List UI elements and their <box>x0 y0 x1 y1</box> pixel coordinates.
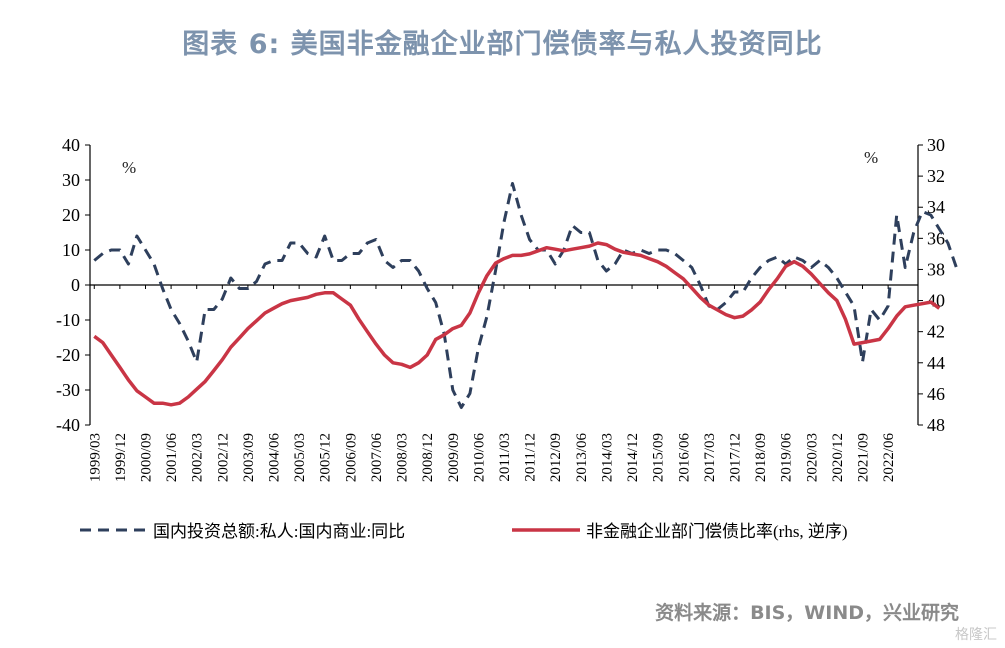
right-tick-label: 48 <box>927 415 945 435</box>
right-tick-label: 44 <box>927 353 945 373</box>
chart-title: 图表 6: 美国非金融企业部门偿债率与私人投资同比 <box>182 29 823 60</box>
x-tick-label: 2013/06 <box>574 433 590 483</box>
legend: 国内投资总额:私人:国内商业:同比 非金融企业部门偿债比率(rhs, 逆序) <box>80 522 848 541</box>
x-tick-label: 2006/09 <box>343 433 359 482</box>
left-tick-label: 10 <box>62 240 80 260</box>
x-tick-label: 2008/03 <box>395 433 411 482</box>
right-tick-label: 42 <box>927 322 945 342</box>
legend-label-debt-service-ratio: 非金融企业部门偿债比率(rhs, 逆序) <box>586 522 848 541</box>
watermark-logo: 格隆汇 <box>955 627 997 643</box>
x-tick-label: 2002/03 <box>190 433 206 482</box>
x-tick-label: 1999/03 <box>87 433 103 482</box>
x-tick-label: 2019/06 <box>779 433 795 483</box>
x-tick-label: 2005/03 <box>292 433 308 482</box>
x-tick-label: 2020/03 <box>804 433 820 482</box>
left-tick-label: 30 <box>62 170 80 190</box>
x-tick-label: 2008/12 <box>420 433 436 482</box>
x-tick-label: 2000/09 <box>138 433 154 482</box>
x-tick-label: 2016/06 <box>676 433 692 483</box>
x-tick-label: 2014/03 <box>599 433 615 482</box>
x-tick-label: 1999/12 <box>113 433 129 482</box>
left-tick-label: -40 <box>56 415 80 435</box>
x-tick-label: 2012/09 <box>548 433 564 482</box>
dual-axis-line-chart: 403020100-10-20-30-403032343638404244464… <box>56 135 958 541</box>
x-tick-label: 2007/06 <box>369 433 385 483</box>
series-private-investment-yoy-line <box>93 182 958 409</box>
x-tick-label: 2020/12 <box>830 433 846 482</box>
legend-label-private-investment: 国内投资总额:私人:国内商业:同比 <box>153 522 405 541</box>
series-lines <box>93 182 958 409</box>
x-tick-label: 2005/12 <box>318 433 334 482</box>
x-tick-label: 2001/06 <box>164 433 180 483</box>
x-tick-label: 2014/12 <box>625 433 641 482</box>
x-tick-label: 2004/06 <box>267 433 283 483</box>
left-tick-label: -20 <box>56 345 80 365</box>
x-tick-label: 2010/06 <box>471 433 487 483</box>
x-tick-label: 2017/12 <box>727 433 743 482</box>
right-unit-label: % <box>864 148 878 167</box>
left-tick-label: 40 <box>62 135 80 155</box>
x-tick-label: 2011/03 <box>497 433 513 482</box>
x-tick-label: 2011/12 <box>523 433 539 482</box>
x-tick-label: 2002/12 <box>215 433 231 482</box>
x-tick-label: 2009/09 <box>446 433 462 482</box>
x-tick-label: 2022/06 <box>881 433 897 483</box>
right-tick-label: 30 <box>927 135 945 155</box>
right-tick-label: 34 <box>927 197 945 217</box>
x-tick-label: 2017/03 <box>702 433 718 482</box>
source-note: 资料来源：BIS，WIND，兴业研究 <box>655 602 959 624</box>
left-tick-label: -30 <box>56 380 80 400</box>
left-unit-label: % <box>122 158 136 177</box>
left-tick-label: 0 <box>71 275 80 295</box>
x-tick-label: 2015/09 <box>651 433 667 482</box>
right-tick-label: 46 <box>927 384 945 404</box>
x-tick-label: 2003/09 <box>241 433 257 482</box>
axes: 403020100-10-20-30-403032343638404244464… <box>56 135 945 482</box>
left-tick-label: -10 <box>56 310 80 330</box>
right-tick-label: 32 <box>927 166 945 186</box>
left-tick-label: 20 <box>62 205 80 225</box>
x-tick-label: 2018/09 <box>753 433 769 482</box>
right-tick-label: 38 <box>927 259 945 279</box>
series-debt-service-ratio-line <box>93 241 941 407</box>
right-tick-label: 40 <box>927 291 945 311</box>
x-tick-label: 2021/09 <box>856 433 872 482</box>
